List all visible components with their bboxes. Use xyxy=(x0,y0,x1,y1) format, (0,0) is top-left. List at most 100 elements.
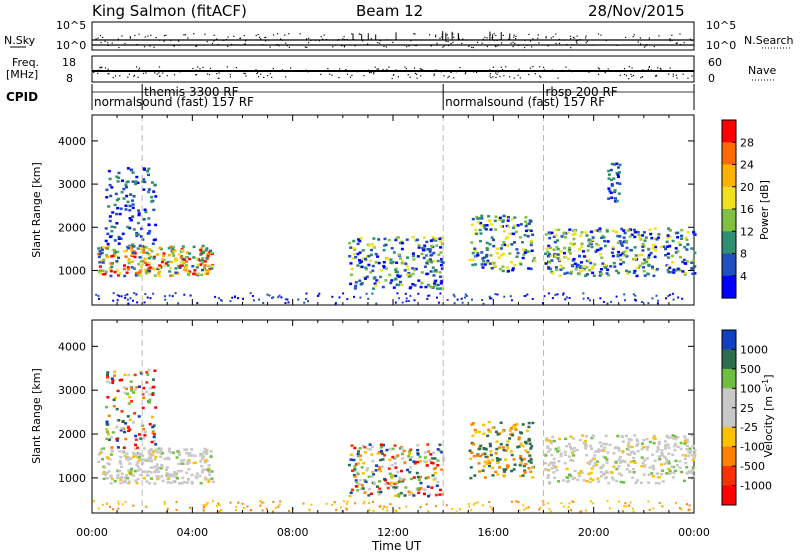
ground-echo xyxy=(551,297,554,300)
echo-cell xyxy=(475,232,479,236)
ground-echo xyxy=(271,296,273,299)
power-ylabel: Slant Range [km] xyxy=(30,162,43,258)
ground-echo xyxy=(490,297,493,300)
nave-sample xyxy=(209,67,212,69)
echo-cell xyxy=(129,387,133,390)
velocity-ylabel: Slant Range [km] xyxy=(30,368,43,464)
echo-cell xyxy=(150,460,154,463)
noise-sample xyxy=(129,36,131,38)
ground-echo xyxy=(338,296,341,299)
ground-echo xyxy=(121,503,124,506)
echo-cell xyxy=(371,264,375,268)
ground-echo xyxy=(144,293,147,295)
colorbar-segment xyxy=(722,446,736,467)
echo-cell xyxy=(550,461,554,465)
echo-cell xyxy=(119,237,123,240)
echo-cell xyxy=(579,234,583,237)
echo-cell xyxy=(117,242,121,245)
echo-cell xyxy=(185,451,189,455)
ground-echo xyxy=(259,500,262,502)
echo-cell xyxy=(143,268,147,272)
echo-cell xyxy=(159,467,163,470)
echo-cell xyxy=(509,433,513,436)
nave-sample xyxy=(640,77,642,79)
noise-sample xyxy=(362,40,364,42)
echo-cell xyxy=(661,453,665,456)
ground-echo xyxy=(580,510,583,513)
echo-cell xyxy=(508,232,512,236)
echo-cell xyxy=(632,459,636,463)
echo-cell xyxy=(602,455,606,459)
ground-echo xyxy=(378,505,381,508)
nave-sample xyxy=(420,75,422,77)
nave-sample xyxy=(298,70,300,72)
echo-cell xyxy=(597,243,600,247)
echo-cell xyxy=(549,254,553,257)
echo-cell xyxy=(633,257,637,260)
echo-cell xyxy=(412,460,416,463)
colorbar-segment xyxy=(722,427,736,448)
nave-sample xyxy=(568,69,570,71)
echo-cell xyxy=(137,262,141,266)
nave-sample xyxy=(339,68,341,70)
nave-sample xyxy=(414,72,416,74)
echo-cell xyxy=(210,264,214,268)
echo-cell xyxy=(386,486,390,490)
ground-echo xyxy=(95,293,98,296)
ground-echo xyxy=(220,508,223,511)
noise-sample xyxy=(243,43,245,46)
noise-sample xyxy=(341,45,343,47)
echo-cell xyxy=(556,253,560,256)
echo-cell xyxy=(590,467,594,470)
echo-cell xyxy=(408,286,412,290)
echo-cell xyxy=(358,259,361,262)
echo-cell xyxy=(488,243,492,246)
ground-echo xyxy=(120,295,123,298)
noise-sample xyxy=(165,34,167,36)
noise-sample xyxy=(269,46,271,48)
noise-tick-top-left: 10^5 xyxy=(56,19,86,32)
nave-sample xyxy=(145,72,147,74)
echo-cell xyxy=(682,258,686,262)
colorbar-segment xyxy=(722,485,736,506)
echo-cell xyxy=(646,272,650,276)
nave-sample xyxy=(255,69,257,71)
echo-cell xyxy=(432,237,435,241)
echo-cell xyxy=(380,449,383,453)
ground-echo xyxy=(446,299,449,301)
noise-sample xyxy=(447,41,449,43)
echo-cell xyxy=(98,270,101,274)
ground-echo xyxy=(675,502,677,504)
ground-echo xyxy=(152,292,155,295)
noise-sample xyxy=(383,45,385,47)
echo-cell xyxy=(112,405,116,408)
ground-echo xyxy=(647,302,650,305)
echo-cell xyxy=(667,227,671,230)
nave-sample xyxy=(235,67,237,69)
echo-cell xyxy=(501,265,505,268)
echo-cell xyxy=(583,439,587,443)
echo-cell xyxy=(100,251,104,255)
echo-cell xyxy=(486,259,490,263)
echo-cell xyxy=(570,451,574,455)
nave-sample xyxy=(623,68,626,70)
x-tick-label: 12:00 xyxy=(377,526,409,539)
echo-cell xyxy=(398,476,402,479)
echo-cell xyxy=(559,452,563,455)
echo-cell xyxy=(428,250,432,253)
echo-cell xyxy=(413,268,417,272)
echo-cell xyxy=(210,477,214,480)
ground-echo xyxy=(286,298,289,301)
nave-sample xyxy=(158,66,161,68)
echo-cell xyxy=(115,425,119,429)
echo-cell xyxy=(607,173,611,176)
echo-cell xyxy=(186,462,190,465)
y-tick-label: 3000 xyxy=(58,384,86,397)
echo-cell xyxy=(190,448,194,451)
echo-cell xyxy=(148,229,152,233)
echo-cell xyxy=(426,443,430,446)
echo-cell xyxy=(693,453,697,456)
echo-cell xyxy=(511,434,515,437)
ground-echo xyxy=(189,294,192,297)
ground-echo xyxy=(623,505,626,508)
